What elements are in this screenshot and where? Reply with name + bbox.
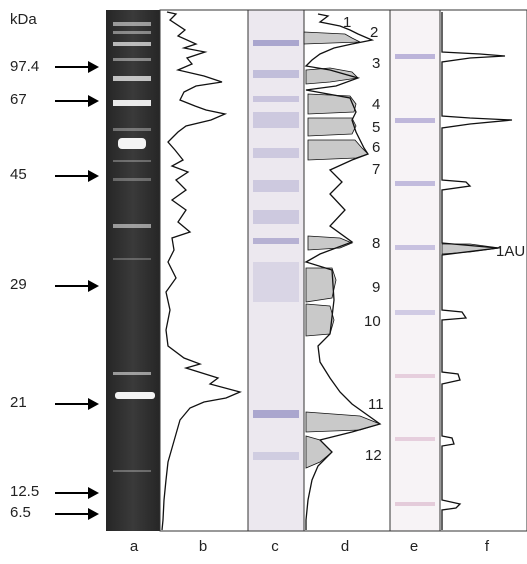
marker-label-21: 21 (10, 394, 27, 411)
peak-label-6: 6 (372, 139, 381, 156)
marker-arrow-21 (55, 398, 99, 410)
lane-label-b: b (198, 538, 208, 555)
lane-a-gel (106, 10, 160, 531)
peak-label-3: 3 (372, 55, 381, 72)
lane-d-trace (303, 9, 391, 532)
marker-label-45: 45 (10, 166, 27, 183)
marker-label-6-5: 6.5 (10, 504, 31, 521)
kda-unit-label: kDa (10, 11, 37, 28)
lane-label-f: f (484, 538, 490, 555)
lane-b-trace (159, 9, 249, 532)
marker-arrow-12-5 (55, 487, 99, 499)
peak-label-11: 11 (368, 396, 384, 413)
marker-label-12-5: 12.5 (10, 483, 40, 500)
marker-arrow-67 (55, 95, 99, 107)
lane-label-a: a (129, 538, 139, 555)
marker-arrow-97-4 (55, 61, 99, 73)
lane-c-stain (247, 9, 305, 532)
marker-arrow-45 (55, 170, 99, 182)
absorbance-scale-label: 1AU (496, 243, 526, 260)
marker-label-97-4: 97.4 (10, 58, 40, 75)
peak-label-2: 2 (370, 24, 379, 41)
lane-f-trace (439, 9, 527, 532)
peak-label-10: 10 (364, 313, 381, 330)
marker-label-29: 29 (10, 276, 27, 293)
peak-label-4: 4 (372, 96, 381, 113)
peak-label-8: 8 (372, 235, 381, 252)
peak-label-1: 1 (343, 14, 352, 31)
lane-label-d: d (340, 538, 350, 555)
lane-label-c: c (271, 538, 279, 555)
marker-arrow-6-5 (55, 508, 99, 520)
lane-e-blot (389, 9, 441, 532)
lane-label-e: e (409, 538, 419, 555)
peak-label-12: 12 (365, 447, 382, 464)
marker-label-67: 67 (10, 91, 27, 108)
peak-label-9: 9 (372, 279, 381, 296)
peak-label-5: 5 (372, 119, 381, 136)
marker-arrow-29 (55, 280, 99, 292)
peak-label-7: 7 (372, 161, 381, 178)
